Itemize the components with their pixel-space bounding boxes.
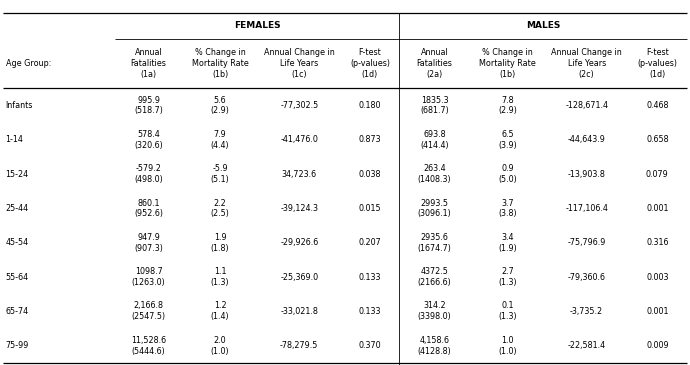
Text: 0.001: 0.001 xyxy=(646,204,669,213)
Text: 263.4
(1408.3): 263.4 (1408.3) xyxy=(417,164,451,184)
Text: 0.9
(5.0): 0.9 (5.0) xyxy=(498,164,517,184)
Text: -79,360.6: -79,360.6 xyxy=(568,273,606,281)
Text: 860.1
(952.6): 860.1 (952.6) xyxy=(134,199,163,218)
Text: 1.9
(1.8): 1.9 (1.8) xyxy=(211,233,230,253)
Text: -29,926.6: -29,926.6 xyxy=(280,238,318,247)
Text: 3.7
(3.8): 3.7 (3.8) xyxy=(498,199,517,218)
Text: 7.8
(2.9): 7.8 (2.9) xyxy=(498,96,517,115)
Text: 45-54: 45-54 xyxy=(6,238,29,247)
Text: -13,903.8: -13,903.8 xyxy=(568,170,606,178)
Text: -579.2
(498.0): -579.2 (498.0) xyxy=(135,164,163,184)
Text: 0.015: 0.015 xyxy=(359,204,382,213)
Text: -78,279.5: -78,279.5 xyxy=(280,341,319,350)
Text: 0.038: 0.038 xyxy=(359,170,381,178)
Text: Infants: Infants xyxy=(6,101,33,110)
Text: 0.079: 0.079 xyxy=(646,170,669,178)
Text: Annual Change in
Life Years
(2c): Annual Change in Life Years (2c) xyxy=(551,49,622,79)
Text: 7.9
(4.4): 7.9 (4.4) xyxy=(211,130,230,150)
Text: 2993.5
(3096.1): 2993.5 (3096.1) xyxy=(417,199,451,218)
Text: 0.873: 0.873 xyxy=(359,135,382,144)
Text: 34,723.6: 34,723.6 xyxy=(282,170,317,178)
Text: -128,671.4: -128,671.4 xyxy=(565,101,608,110)
Text: 2.7
(1.3): 2.7 (1.3) xyxy=(498,267,517,287)
Text: 0.133: 0.133 xyxy=(359,273,381,281)
Text: 11,528.6
(5444.6): 11,528.6 (5444.6) xyxy=(131,336,166,356)
Text: FEMALES: FEMALES xyxy=(234,22,280,30)
Text: -33,021.8: -33,021.8 xyxy=(280,307,318,316)
Text: -41,476.0: -41,476.0 xyxy=(280,135,318,144)
Text: 0.370: 0.370 xyxy=(359,341,382,350)
Text: 1098.7
(1263.0): 1098.7 (1263.0) xyxy=(132,267,166,287)
Text: 4372.5
(2166.6): 4372.5 (2166.6) xyxy=(417,267,451,287)
Text: 0.180: 0.180 xyxy=(359,101,381,110)
Text: 0.658: 0.658 xyxy=(646,135,669,144)
Text: -44,643.9: -44,643.9 xyxy=(568,135,606,144)
Text: 947.9
(907.3): 947.9 (907.3) xyxy=(135,233,163,253)
Text: Annual
Fatalities
(2a): Annual Fatalities (2a) xyxy=(417,49,453,79)
Text: 314.2
(3398.0): 314.2 (3398.0) xyxy=(417,301,451,321)
Text: 65-74: 65-74 xyxy=(6,307,29,316)
Text: Annual Change in
Life Years
(1c): Annual Change in Life Years (1c) xyxy=(264,49,335,79)
Text: -22,581.4: -22,581.4 xyxy=(568,341,606,350)
Text: 2,166.8
(2547.5): 2,166.8 (2547.5) xyxy=(132,301,166,321)
Text: 3.4
(1.9): 3.4 (1.9) xyxy=(498,233,517,253)
Text: 0.133: 0.133 xyxy=(359,307,381,316)
Text: 1.0
(1.0): 1.0 (1.0) xyxy=(498,336,517,356)
Text: -5.9
(5.1): -5.9 (5.1) xyxy=(210,164,230,184)
Text: 1835.3
(681.7): 1835.3 (681.7) xyxy=(420,96,449,115)
Text: 55-64: 55-64 xyxy=(6,273,29,281)
Text: 0.316: 0.316 xyxy=(646,238,669,247)
Text: 1.1
(1.3): 1.1 (1.3) xyxy=(211,267,230,287)
Text: 0.003: 0.003 xyxy=(646,273,669,281)
Text: -75,796.9: -75,796.9 xyxy=(567,238,606,247)
Text: 0.207: 0.207 xyxy=(359,238,382,247)
Text: 75-99: 75-99 xyxy=(6,341,29,350)
Text: 2.2
(2.5): 2.2 (2.5) xyxy=(210,199,230,218)
Text: 0.1
(1.3): 0.1 (1.3) xyxy=(498,301,517,321)
Text: 578.4
(320.6): 578.4 (320.6) xyxy=(135,130,163,150)
Text: 0.001: 0.001 xyxy=(646,307,669,316)
Text: 15-24: 15-24 xyxy=(6,170,29,178)
Text: 5.6
(2.9): 5.6 (2.9) xyxy=(210,96,230,115)
Text: -77,302.5: -77,302.5 xyxy=(280,101,318,110)
Text: MALES: MALES xyxy=(526,22,560,30)
Text: % Change in
Mortality Rate
(1b): % Change in Mortality Rate (1b) xyxy=(192,49,248,79)
Text: 4,158.6
(4128.8): 4,158.6 (4128.8) xyxy=(417,336,451,356)
Text: 0.468: 0.468 xyxy=(646,101,669,110)
Text: 2935.6
(1674.7): 2935.6 (1674.7) xyxy=(417,233,451,253)
Text: F-test
(p-values)
(1d): F-test (p-values) (1d) xyxy=(638,49,678,79)
Text: 0.009: 0.009 xyxy=(646,341,669,350)
Text: F-test
(p-values)
(1d): F-test (p-values) (1d) xyxy=(350,49,390,79)
Text: 693.8
(414.4): 693.8 (414.4) xyxy=(420,130,448,150)
Text: Annual
Fatalities
(1a): Annual Fatalities (1a) xyxy=(130,49,166,79)
Text: 1-14: 1-14 xyxy=(6,135,23,144)
Text: 995.9
(518.7): 995.9 (518.7) xyxy=(135,96,163,115)
Text: -25,369.0: -25,369.0 xyxy=(280,273,318,281)
Text: % Change in
Mortality Rate
(1b): % Change in Mortality Rate (1b) xyxy=(479,49,536,79)
Text: Age Group:: Age Group: xyxy=(6,59,51,68)
Text: -39,124.3: -39,124.3 xyxy=(280,204,318,213)
Text: 2.0
(1.0): 2.0 (1.0) xyxy=(211,336,230,356)
Text: -3,735.2: -3,735.2 xyxy=(570,307,603,316)
Text: 6.5
(3.9): 6.5 (3.9) xyxy=(498,130,517,150)
Text: 25-44: 25-44 xyxy=(6,204,29,213)
Text: -117,106.4: -117,106.4 xyxy=(565,204,608,213)
Text: 1.2
(1.4): 1.2 (1.4) xyxy=(211,301,230,321)
